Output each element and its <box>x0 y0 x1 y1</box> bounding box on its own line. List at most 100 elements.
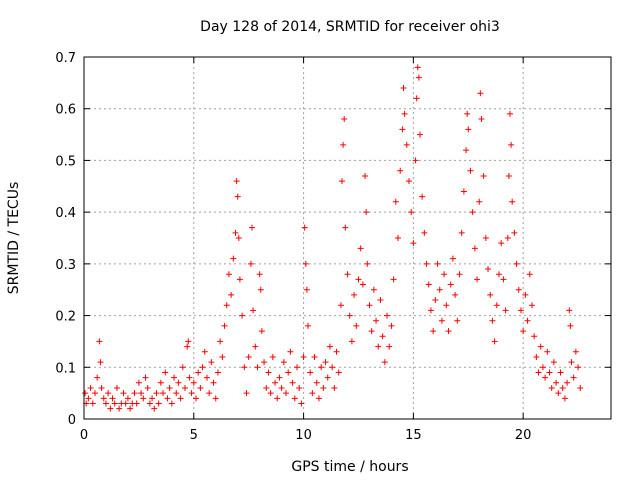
data-point <box>239 312 246 319</box>
data-point <box>384 312 391 319</box>
data-point <box>464 110 471 117</box>
data-point <box>233 178 240 185</box>
data-point <box>85 395 92 402</box>
data-point <box>476 198 483 205</box>
data-point <box>397 167 404 174</box>
data-point <box>162 369 169 376</box>
data-point <box>322 359 329 366</box>
data-point <box>230 255 237 262</box>
data-point <box>228 291 235 298</box>
y-tick-label: 0.5 <box>55 154 76 169</box>
data-point <box>221 322 228 329</box>
data-point <box>414 64 421 71</box>
data-point <box>326 343 333 350</box>
data-point <box>379 333 386 340</box>
data-point <box>447 281 454 288</box>
data-point <box>575 364 582 371</box>
data-point <box>357 245 364 252</box>
data-point <box>212 395 219 402</box>
data-point <box>142 374 149 381</box>
data-point <box>430 328 437 335</box>
data-point <box>553 379 560 386</box>
data-point <box>203 374 210 381</box>
data-point <box>157 379 164 386</box>
data-point <box>436 286 443 293</box>
data-point <box>186 374 193 381</box>
data-point <box>509 198 516 205</box>
data-point <box>445 328 452 335</box>
data-point <box>160 390 167 397</box>
data-point <box>421 229 428 236</box>
data-point <box>287 348 294 355</box>
data-point <box>408 209 415 216</box>
data-point <box>412 157 419 164</box>
data-point <box>219 353 226 360</box>
data-point <box>175 379 182 386</box>
x-tick-label: 10 <box>295 428 312 443</box>
y-axis-label: SRMTID / TECUs <box>6 182 22 295</box>
data-point <box>477 90 484 97</box>
data-point <box>487 291 494 298</box>
data-point <box>463 147 470 154</box>
data-point <box>373 317 380 324</box>
data-point <box>564 379 571 386</box>
data-point <box>405 178 412 185</box>
data-point <box>100 395 107 402</box>
data-point <box>124 395 131 402</box>
data-point <box>261 359 268 366</box>
data-point <box>513 260 520 267</box>
data-point <box>102 400 109 407</box>
data-point <box>359 281 366 288</box>
y-tick-label: 0 <box>68 413 76 428</box>
x-tick-label: 0 <box>80 428 88 443</box>
data-point <box>105 390 112 397</box>
data-point <box>318 364 325 371</box>
data-point <box>355 276 362 283</box>
data-point <box>254 364 261 371</box>
data-point <box>248 224 255 231</box>
data-point <box>537 343 544 350</box>
data-point <box>195 369 202 376</box>
data-point <box>185 338 192 345</box>
data-point <box>400 85 407 92</box>
data-point <box>301 224 308 231</box>
y-tick-label: 0.6 <box>55 103 76 118</box>
data-point <box>269 353 276 360</box>
data-point <box>438 317 445 324</box>
y-tick-label: 0.4 <box>55 206 76 221</box>
data-point <box>570 374 577 381</box>
data-point <box>122 400 129 407</box>
data-point <box>425 281 432 288</box>
data-point <box>432 297 439 304</box>
data-point <box>91 390 98 397</box>
data-point <box>267 390 274 397</box>
data-point <box>452 291 459 298</box>
data-point <box>572 348 579 355</box>
x-axis-label: GPS time / hours <box>291 459 408 475</box>
data-point <box>471 245 478 252</box>
data-point <box>567 322 574 329</box>
data-point <box>505 172 512 179</box>
data-point <box>415 74 422 81</box>
data-point <box>335 369 342 376</box>
data-point <box>390 276 397 283</box>
data-point <box>531 333 538 340</box>
data-point <box>489 317 496 324</box>
data-point <box>151 405 158 412</box>
data-point <box>550 359 557 366</box>
data-point <box>344 271 351 278</box>
data-point <box>263 384 270 391</box>
data-point <box>566 307 573 314</box>
grid-lines <box>84 57 611 419</box>
data-point <box>520 328 527 335</box>
data-point <box>331 384 338 391</box>
data-point <box>315 395 322 402</box>
data-point <box>149 395 156 402</box>
chart-title: Day 128 of 2014, SRMTID for receiver ohi… <box>200 19 500 35</box>
data-point <box>179 364 186 371</box>
data-point <box>291 395 298 402</box>
data-point <box>508 141 515 148</box>
x-tick-label: 20 <box>515 428 532 443</box>
data-point <box>388 322 395 329</box>
data-point <box>324 374 331 381</box>
